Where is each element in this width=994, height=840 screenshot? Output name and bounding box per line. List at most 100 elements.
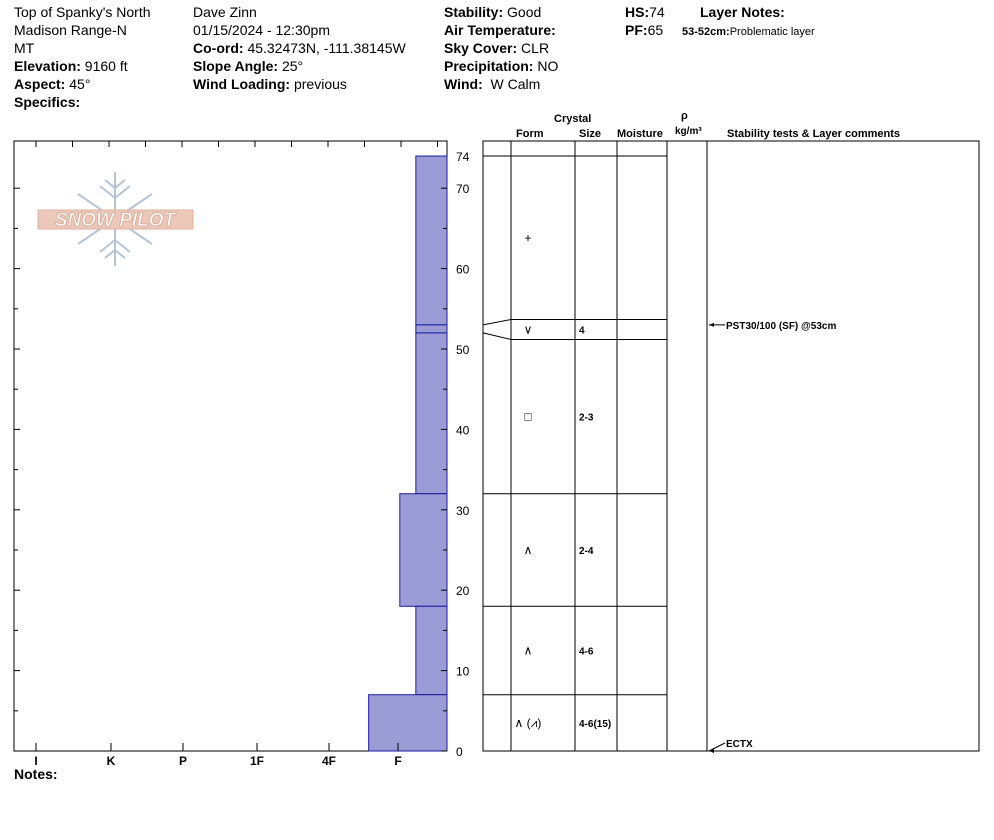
depth-tick-label: 70 — [456, 182, 470, 196]
layer-table-frame — [482, 140, 980, 752]
hardness-tick-label: P — [179, 754, 187, 768]
wind-loading: Wind Loading: previous — [193, 76, 347, 92]
layer-form-symbol: ∨ — [524, 323, 533, 337]
stability: Stability: Good — [444, 4, 541, 20]
hardness-bar-5 — [368, 694, 448, 752]
test-pointer-line — [708, 742, 726, 752]
hardness-tick-label: I — [34, 754, 37, 768]
depth-tick-label: 74 — [456, 150, 470, 164]
slope-angle: Slope Angle: 25° — [193, 58, 303, 74]
pf-label: PF: — [625, 22, 648, 38]
layer-connector — [482, 319, 512, 326]
stability-test-label: ECTX — [726, 739, 753, 750]
logo-banner — [37, 209, 194, 230]
depth-tick-label: 30 — [456, 504, 470, 518]
hardness-bar-1 — [415, 324, 448, 334]
precip-value: NO — [537, 58, 559, 74]
depth-axis: 0 10 20 30 40 50 60 70 74 — [14, 141, 470, 759]
comments-header: Stability tests & Layer comments — [727, 128, 901, 140]
layer-note-text: Problematic layer — [729, 26, 815, 38]
wind: Wind: W Calm — [444, 76, 540, 92]
depth-tick-label: 10 — [456, 665, 470, 679]
density-unit-header: kg/m³ — [675, 126, 702, 137]
logo-text: SNOW PILOT — [55, 210, 177, 231]
layer-notes-label: Layer Notes: — [700, 4, 785, 20]
wind-loading-value: previous — [293, 76, 347, 92]
layer-note: 53-52cm:Problematic layer — [682, 24, 815, 40]
layer-form-symbol: ∧ — [524, 644, 533, 658]
coord-value: 45.32473N, -111.38145W — [247, 40, 406, 56]
layer-size-label: 4 — [579, 326, 585, 337]
stability-value: Good — [507, 4, 542, 20]
aspect-value: 45° — [69, 76, 91, 92]
datetime: 01/15/2024 - 12:30pm — [193, 22, 330, 38]
wind-loading-label: Wind Loading: — [193, 76, 291, 92]
stability-label: Stability: — [444, 4, 504, 20]
layer-form-symbol: □ — [524, 410, 531, 424]
size-header: Size — [579, 128, 602, 140]
pf: PF:65 — [625, 22, 663, 38]
layer-table: + ∨ 4 □ 2-3 ∧ 2-4 ∧ 4-6 ∧ (⩘) 4-6(15) — [482, 140, 980, 752]
aspect: Aspect: 45° — [14, 76, 90, 92]
depth-tick-label: 60 — [456, 263, 470, 277]
elevation-label: Elevation: — [14, 58, 81, 74]
depth-tick-label: 40 — [456, 423, 470, 437]
precipitation: Precipitation: NO — [444, 58, 558, 74]
layer-size-label: 4-6 — [579, 647, 594, 658]
hs-label: HS: — [625, 4, 650, 20]
hardness-plot-frame — [13, 140, 448, 752]
aspect-label: Aspect: — [14, 76, 66, 92]
slope-value: 25° — [281, 58, 304, 74]
hardness-axis: I K P 1F 4F F — [34, 743, 402, 768]
hardness-plot — [13, 140, 448, 752]
layer-size-label: 2-4 — [579, 546, 594, 557]
depth-tick-label: 50 — [456, 343, 470, 357]
test-arrow-icon — [709, 749, 714, 753]
location-line-3: MT — [14, 40, 35, 56]
crystal-header: Crystal — [554, 113, 592, 125]
elevation: Elevation: 9160 ft — [14, 58, 128, 74]
layer-note-depth: 53-52cm: — [682, 26, 730, 38]
stability-tests: PST30/100 (SF) @53cm ECTX — [708, 321, 836, 753]
observer: Dave Zinn — [193, 4, 257, 20]
air-temp-label: Air Temperature: — [444, 22, 556, 38]
hs-value: 74 — [649, 4, 665, 20]
specifics-label: Specifics: — [14, 94, 81, 110]
hardness-tick-label: F — [394, 754, 401, 768]
hardness-bar-2 — [415, 332, 448, 495]
precip-label: Precipitation: — [444, 58, 534, 74]
pf-value: 65 — [647, 22, 664, 38]
slope-label: Slope Angle: — [193, 58, 279, 74]
hardness-bar-3 — [399, 493, 448, 607]
layer-size-label: 4-6(15) — [579, 719, 611, 730]
sky-value: CLR — [521, 40, 550, 56]
wind-value: W Calm — [490, 76, 541, 92]
layer-form-symbol: + — [524, 231, 531, 245]
snow-pilot-logo: SNOW PILOT — [37, 172, 194, 266]
test-arrow-icon — [709, 322, 714, 327]
layer-form-symbol: ∧ — [524, 543, 533, 557]
location-line-2: Madison Range-N — [14, 22, 127, 38]
location-line-1: Top of Spanky's North — [14, 4, 151, 20]
stability-test-label: PST30/100 (SF) @53cm — [726, 321, 836, 332]
hardness-bar-4 — [415, 605, 448, 696]
coord-label: Co-ord: — [193, 40, 244, 56]
hs: HS:74 — [625, 4, 665, 20]
elevation-value: 9160 ft — [84, 58, 128, 74]
moisture-header: Moisture — [617, 128, 663, 140]
depth-tick-label: 0 — [456, 745, 463, 759]
sky-label: Sky Cover: — [444, 40, 518, 56]
layer-form-symbol: ∧ (⩘) — [515, 716, 542, 730]
form-header: Form — [516, 128, 544, 140]
layer-size-label: 2-3 — [579, 413, 594, 424]
coordinates: Co-ord: 45.32473N, -111.38145W — [193, 40, 406, 56]
hardness-tick-label: K — [107, 754, 116, 768]
depth-tick-label: 20 — [456, 584, 470, 598]
hardness-tick-label: 4F — [322, 754, 336, 768]
notes-label: Notes: — [14, 766, 58, 782]
sky-cover: Sky Cover: CLR — [444, 40, 549, 56]
layer-connector — [482, 332, 512, 340]
rho-header: ρ — [681, 110, 688, 122]
hardness-tick-label: 1F — [250, 754, 264, 768]
